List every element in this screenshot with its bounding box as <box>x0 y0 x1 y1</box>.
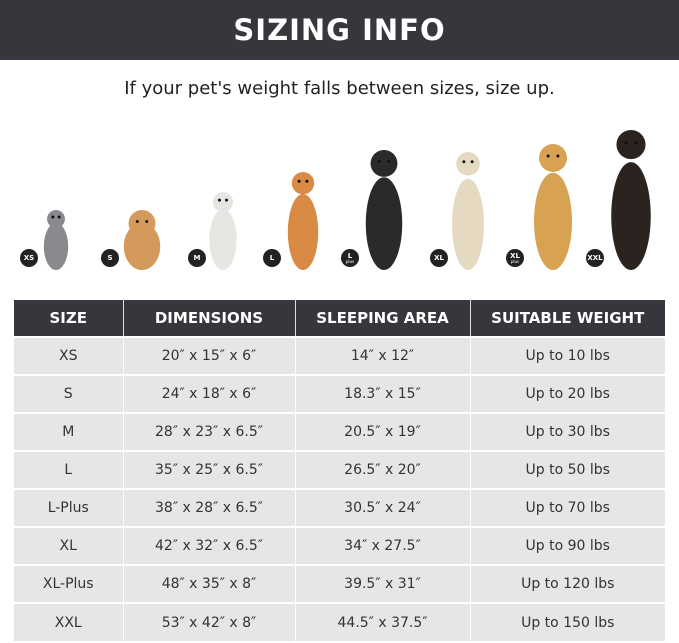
size-badge-label: XL <box>510 252 520 260</box>
table-cell: 53″ x 42″ x 8″ <box>123 602 296 641</box>
sizing-info-banner: SIZING INFO <box>0 0 679 60</box>
size-badge-label: M <box>193 254 201 262</box>
table-cell: 30.5″ x 24″ <box>295 488 471 527</box>
table-cell: Up to 150 lbs <box>470 602 665 641</box>
french-bulldog-image <box>209 192 237 270</box>
column-header: SLEEPING AREA <box>295 300 471 337</box>
table-cell: S <box>14 374 124 413</box>
table-row: S 24″ x 18″ x 6″ 18.3″ x 15″ Up to 20 lbs <box>14 374 665 413</box>
table-cell: XXL <box>14 602 124 641</box>
table-row: XL-Plus 48″ x 35″ x 8″ 39.5″ x 31″ Up to 12… <box>14 564 665 603</box>
plus-label: plus <box>345 259 355 264</box>
table-cell: 44.5″ x 37.5″ <box>295 602 471 641</box>
size-badge: XL <box>430 249 448 267</box>
table-cell: Up to 30 lbs <box>470 412 665 451</box>
column-header: DIMENSIONS <box>123 300 296 337</box>
table-cell: Up to 70 lbs <box>470 488 665 527</box>
doberman-image <box>611 130 651 270</box>
golden-retriever-image <box>534 144 572 270</box>
table-row: XS 20″ x 15″ x 6″ 14″ x 12″ Up to 10 lbs <box>14 336 665 375</box>
table-cell: 48″ x 35″ x 8″ <box>123 564 296 603</box>
labrador-image <box>452 152 484 270</box>
size-badge-label: L <box>269 254 275 262</box>
size-badge-label: XS <box>23 254 35 262</box>
size-badge-label: L <box>347 252 353 260</box>
plus-label: plus <box>510 259 520 264</box>
table-cell: 24″ x 18″ x 6″ <box>123 374 296 413</box>
table-row: L 35″ x 25″ x 6.5″ 26.5″ x 20″ Up to 50 lbs <box>14 450 665 489</box>
size-badge-label: XL <box>434 254 444 262</box>
size-badge: S <box>101 249 119 267</box>
size-badge: XS <box>20 249 38 267</box>
column-header: SUITABLE WEIGHT <box>470 300 665 337</box>
table-cell: M <box>14 412 124 451</box>
cat-image <box>43 210 69 270</box>
table-cell: 28″ x 23″ x 6.5″ <box>123 412 296 451</box>
size-badge-label: S <box>107 254 113 262</box>
table-cell: 34″ x 27.5″ <box>295 526 471 565</box>
table-row: XXL 53″ x 42″ x 8″ 44.5″ x 37.5″ Up to 150 … <box>14 602 665 641</box>
table-cell: 20″ x 15″ x 6″ <box>123 336 296 375</box>
table-cell: 14″ x 12″ <box>295 336 471 375</box>
table-header-row: SIZE DIMENSIONS SLEEPING AREA SUITABLE WEIG… <box>14 300 665 337</box>
size-badge: M <box>188 249 206 267</box>
table-row: L-Plus 38″ x 28″ x 6.5″ 30.5″ x 24″ Up to 7… <box>14 488 665 527</box>
table-cell: Up to 10 lbs <box>470 336 665 375</box>
table-row: XL 42″ x 32″ x 6.5″ 34″ x 27.5″ Up to 90 lb… <box>14 526 665 565</box>
column-header: SIZE <box>14 300 124 337</box>
table-cell: 35″ x 25″ x 6.5″ <box>123 450 296 489</box>
table-cell: XL <box>14 526 124 565</box>
table-cell: L-Plus <box>14 488 124 527</box>
table-cell: 18.3″ x 15″ <box>295 374 471 413</box>
sizing-table: SIZE DIMENSIONS SLEEPING AREA SUITABLE WEIG… <box>14 300 665 641</box>
pomeranian-image <box>123 210 161 270</box>
subtitle: If your pet's weight falls between sizes… <box>124 78 555 99</box>
shiba-inu-image <box>287 172 319 270</box>
table-cell: 42″ x 32″ x 6.5″ <box>123 526 296 565</box>
table-cell: XS <box>14 336 124 375</box>
table-cell: 26.5″ x 20″ <box>295 450 471 489</box>
table-cell: Up to 20 lbs <box>470 374 665 413</box>
table-cell: Up to 120 lbs <box>470 564 665 603</box>
table-cell: L <box>14 450 124 489</box>
table-cell: Up to 50 lbs <box>470 450 665 489</box>
size-badge-label: XXL <box>587 254 603 262</box>
table-cell: XL-Plus <box>14 564 124 603</box>
size-badge: XL plus <box>506 249 524 267</box>
table-cell: 38″ x 28″ x 6.5″ <box>123 488 296 527</box>
size-badge: XXL <box>586 249 604 267</box>
size-badge: L <box>263 249 281 267</box>
table-row: M 28″ x 23″ x 6.5″ 20.5″ x 19″ Up to 30 lbs <box>14 412 665 451</box>
table-cell: 20.5″ x 19″ <box>295 412 471 451</box>
table-cell: Up to 90 lbs <box>470 526 665 565</box>
table-cell: 39.5″ x 31″ <box>295 564 471 603</box>
border-collie-image <box>365 150 403 270</box>
